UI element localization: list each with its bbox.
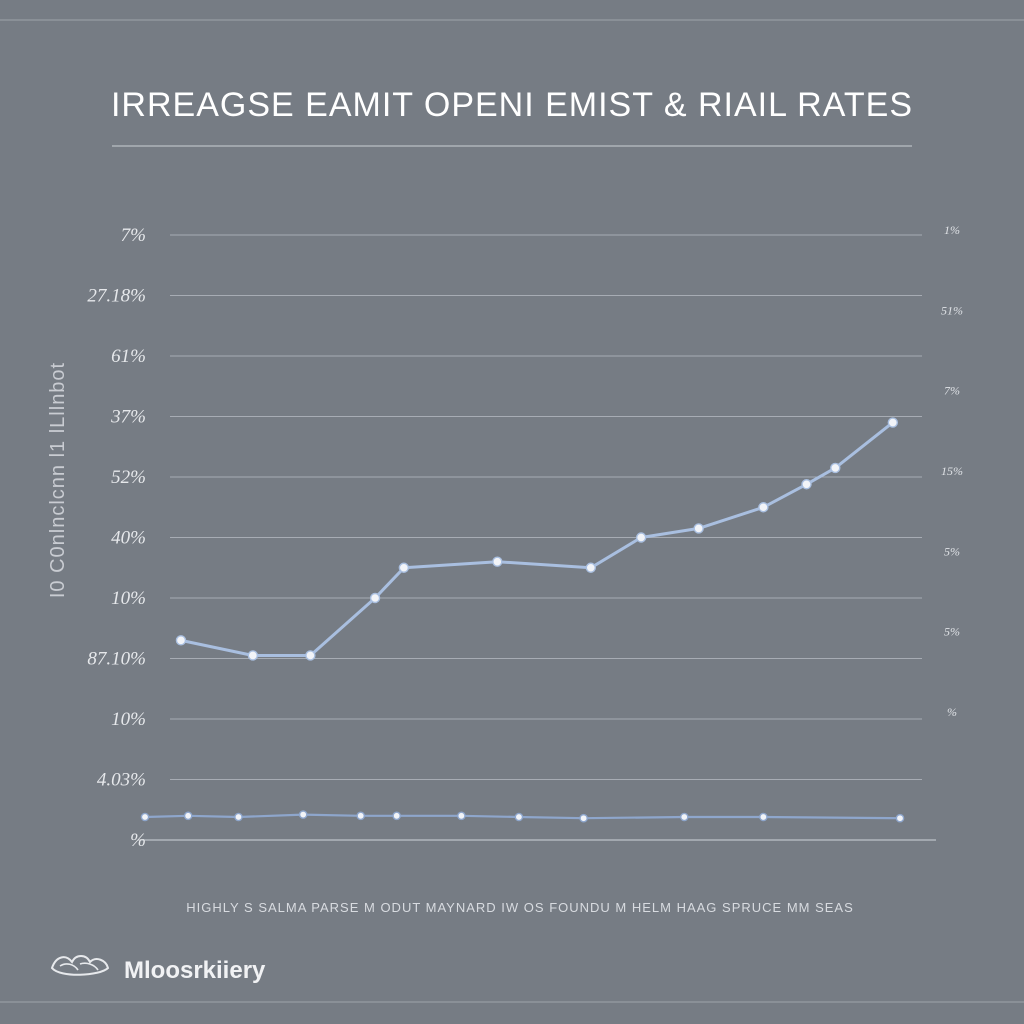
data-point bbox=[175, 635, 187, 646]
y-tick-left: 27.18% bbox=[87, 286, 146, 307]
brand: Mloosrkiiery bbox=[50, 955, 266, 984]
y-axis-label: I0 C0nlnclcnn l1 lLllnbot bbox=[47, 362, 69, 598]
data-point bbox=[887, 417, 899, 428]
y-tick-right: 1% bbox=[944, 223, 960, 237]
data-point bbox=[895, 813, 905, 823]
data-point bbox=[392, 811, 401, 821]
y-tick-left: 40% bbox=[111, 528, 146, 549]
data-point bbox=[398, 562, 410, 573]
data-point bbox=[679, 812, 689, 822]
y-tick-left: % bbox=[130, 830, 146, 851]
x-tick-labels: HIGHLY S SALMA PARSE M ODUT MAYNARD IW O… bbox=[186, 900, 854, 915]
series bbox=[140, 417, 905, 823]
y-tick-right: 51% bbox=[941, 303, 963, 317]
y-tick-left: 7% bbox=[121, 225, 146, 246]
data-point bbox=[579, 813, 588, 823]
data-point bbox=[140, 812, 150, 822]
y-ticks-left: % 4.03% 10% 87.10% 10% 40% 52% 37% 61% 27.18% 7% bbox=[87, 225, 146, 851]
data-point bbox=[305, 650, 316, 661]
y-tick-right: % bbox=[947, 705, 957, 719]
y-tick-left: 10% bbox=[111, 588, 146, 609]
data-point bbox=[492, 556, 503, 567]
data-point bbox=[693, 523, 704, 534]
data-point bbox=[758, 502, 769, 513]
logo-icon bbox=[50, 955, 110, 976]
y-tick-left: 10% bbox=[111, 709, 146, 730]
data-point bbox=[635, 532, 647, 543]
data-point bbox=[801, 479, 812, 490]
y-tick-left: 61% bbox=[111, 346, 146, 367]
data-point bbox=[369, 592, 381, 604]
data-point bbox=[514, 812, 524, 822]
y-tick-right: 7% bbox=[944, 384, 960, 398]
y-tick-left: 87.10% bbox=[87, 649, 146, 670]
brand-name: Mloosrkiiery bbox=[124, 957, 266, 984]
data-point bbox=[234, 812, 243, 822]
data-point bbox=[356, 811, 366, 821]
data-point bbox=[183, 811, 193, 821]
series-line bbox=[143, 813, 902, 820]
y-tick-left: 52% bbox=[111, 467, 146, 488]
data-point bbox=[759, 812, 768, 822]
y-tick-right: 5% bbox=[944, 625, 960, 639]
grid bbox=[138, 234, 936, 841]
y-ticks-right: % 5% 5% 15% 7% 51% 1% bbox=[941, 223, 963, 719]
data-point bbox=[247, 650, 259, 661]
y-tick-right: 5% bbox=[944, 544, 960, 558]
y-tick-left: 4.03% bbox=[97, 770, 146, 791]
data-point bbox=[457, 811, 466, 821]
y-tick-left: 37% bbox=[110, 407, 146, 428]
data-point bbox=[830, 462, 841, 474]
series-line bbox=[179, 421, 895, 657]
chart-title: IRREAGSE EAMIT OPENI EMIST & RIAIL RATES bbox=[111, 86, 913, 124]
data-point bbox=[585, 562, 597, 573]
y-tick-right: 15% bbox=[941, 464, 963, 478]
data-point bbox=[298, 810, 308, 819]
